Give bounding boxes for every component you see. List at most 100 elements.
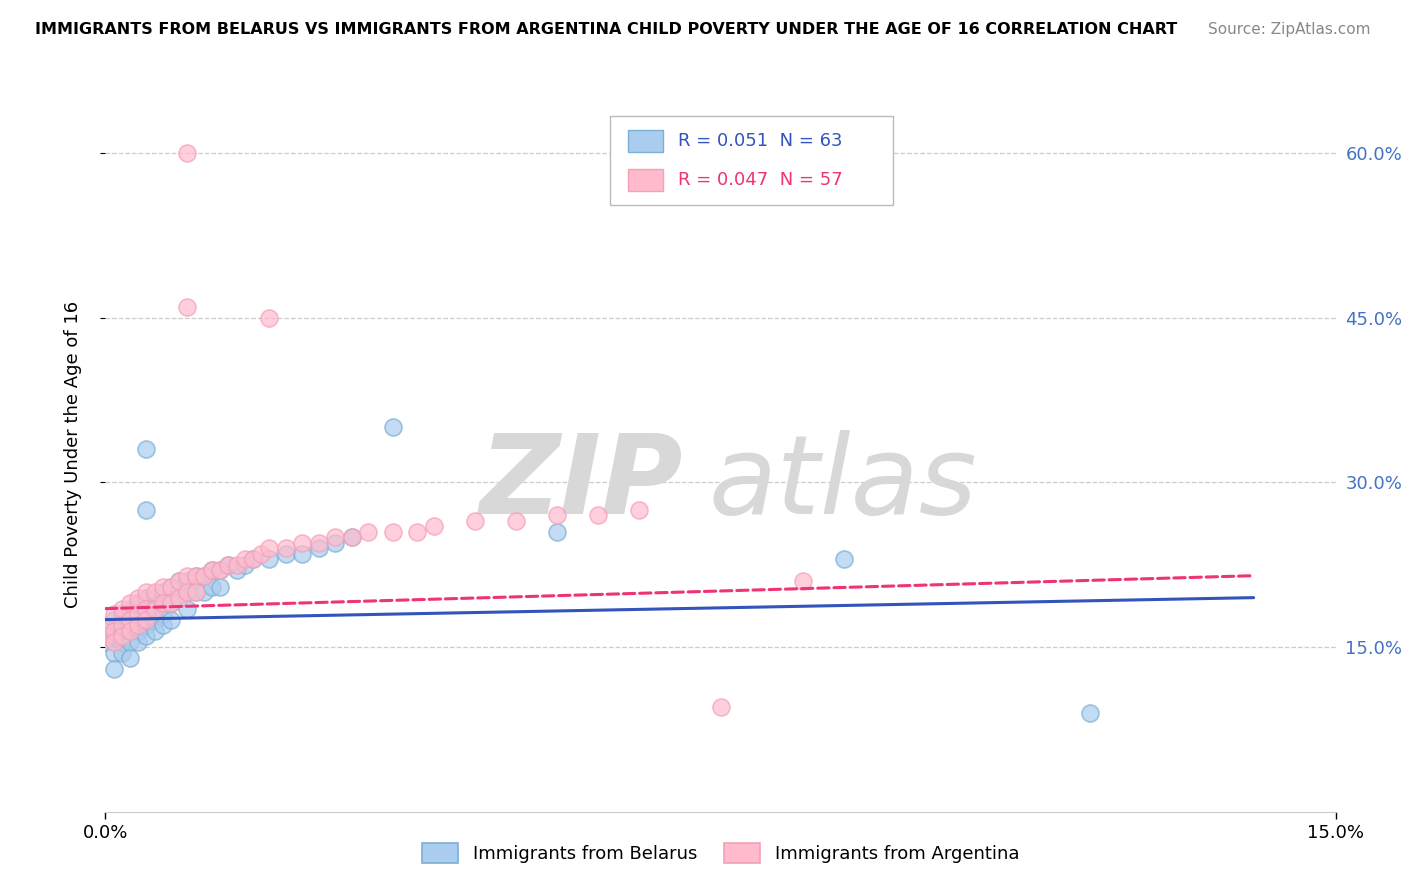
Point [135,607,157,621]
Point [193,568,215,582]
Point [120,624,141,638]
Point [184,568,207,582]
Point [152,596,174,610]
Point [160,596,183,610]
Bar [628,130,662,152]
Point [160,596,183,610]
Point [169,591,191,605]
Point [710,700,733,714]
Point [242,552,264,566]
Point [308,535,330,549]
Point [291,547,314,561]
Point [201,563,224,577]
Point [135,503,157,517]
Point [127,591,149,605]
Point [323,530,346,544]
Point [259,552,281,566]
Point [323,535,346,549]
Point [169,574,191,589]
Point [546,524,568,539]
Point [103,634,125,648]
Point [103,646,125,660]
Point [143,591,166,605]
Point [111,629,134,643]
Point [103,613,125,627]
Point [94,624,117,638]
Y-axis label: Child Poverty Under the Age of 16: Child Poverty Under the Age of 16 [63,301,82,608]
Point [143,624,166,638]
Text: R = 0.051  N = 63: R = 0.051 N = 63 [678,132,842,150]
Point [176,574,198,589]
Point [103,624,125,638]
Point [546,508,568,523]
Point [120,601,141,615]
Text: atlas: atlas [709,430,977,537]
Point [201,563,224,577]
Point [193,585,215,599]
Point [103,662,125,676]
Point [94,634,117,648]
Point [160,580,183,594]
Point [120,624,141,638]
FancyBboxPatch shape [610,116,893,205]
Point [135,601,157,615]
Point [120,634,141,648]
Point [381,524,404,539]
Point [184,568,207,582]
Point [111,646,134,660]
Point [111,634,134,648]
Point [152,596,174,610]
Point [111,618,134,632]
Point [176,585,198,599]
Point [160,580,183,594]
Point [381,420,404,434]
Point [169,591,191,605]
Point [627,503,650,517]
Point [152,580,174,594]
Legend: Immigrants from Belarus, Immigrants from Argentina: Immigrants from Belarus, Immigrants from… [415,836,1026,871]
Bar [628,169,662,191]
Point [274,541,297,556]
Point [250,547,273,561]
Point [143,613,166,627]
Point [103,629,125,643]
Point [176,585,198,599]
Point [505,514,527,528]
Point [120,613,141,627]
Point [152,607,174,621]
Point [120,613,141,627]
Point [135,585,157,599]
Point [127,607,149,621]
Point [259,310,281,325]
Point [225,563,247,577]
Point [233,552,256,566]
Point [193,568,215,582]
Point [111,624,134,638]
Point [406,524,429,539]
Point [169,574,191,589]
Point [127,596,149,610]
Point [464,514,486,528]
Point [242,552,264,566]
Point [127,634,149,648]
Point [233,558,256,572]
Point [135,618,157,632]
Point [94,618,117,632]
Point [135,591,157,605]
Point [792,574,814,589]
Point [152,585,174,599]
Point [259,541,281,556]
Point [135,629,157,643]
Point [120,651,141,665]
Point [1078,706,1101,720]
Point [586,508,609,523]
Text: R = 0.047  N = 57: R = 0.047 N = 57 [678,171,842,189]
Point [291,535,314,549]
Point [135,442,157,457]
Point [94,629,117,643]
Point [340,530,363,544]
Point [176,601,198,615]
Text: IMMIGRANTS FROM BELARUS VS IMMIGRANTS FROM ARGENTINA CHILD POVERTY UNDER THE AGE: IMMIGRANTS FROM BELARUS VS IMMIGRANTS FR… [35,22,1177,37]
Point [127,613,149,627]
Point [152,618,174,632]
